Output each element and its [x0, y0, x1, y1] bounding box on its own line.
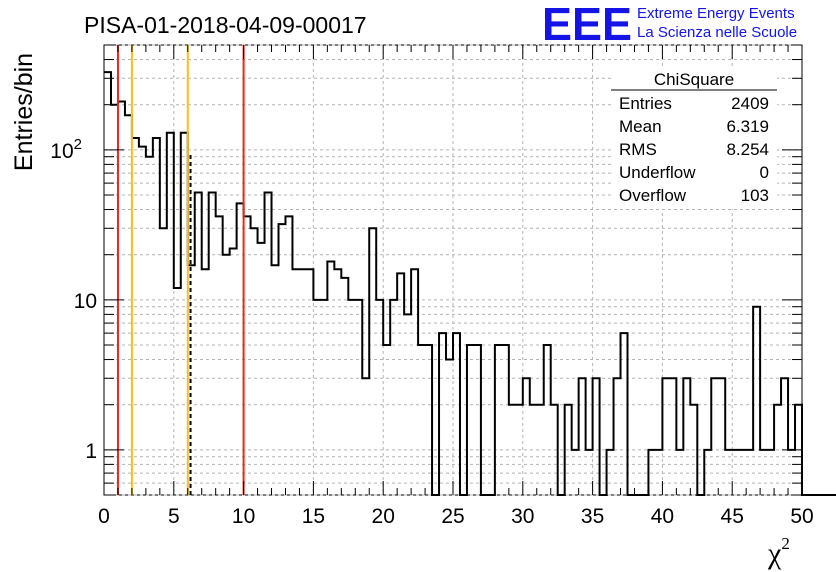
x-tick-label: 50 — [790, 505, 813, 528]
histogram-bin — [202, 269, 209, 495]
x-tick-label: 30 — [511, 505, 534, 528]
histogram-bin — [320, 300, 327, 495]
histogram-bin — [146, 157, 153, 495]
histogram-bin — [125, 115, 132, 495]
histogram-bin — [495, 345, 502, 495]
histogram-bin — [579, 378, 586, 495]
stats-value: 103 — [741, 186, 769, 205]
y-axis-label: Entries/bin — [10, 53, 38, 171]
vertical-markers — [116, 45, 245, 495]
histogram-bin — [453, 333, 460, 495]
x-tick-label: 20 — [372, 505, 395, 528]
x-tick-labels: 0 5 10 15 20 25 30 35 40 45 50 — [98, 505, 814, 528]
histogram-bin — [230, 248, 237, 495]
histogram-bin — [334, 269, 341, 495]
x-axis-label-sup: 2 — [781, 534, 790, 553]
histogram-bin — [593, 378, 600, 495]
histogram-bin — [439, 333, 446, 495]
stats-title: ChiSquare — [654, 70, 734, 89]
histogram-bin — [418, 345, 425, 495]
histogram-bin — [369, 228, 376, 495]
histogram-bin — [669, 378, 676, 495]
histogram-bin — [683, 378, 690, 495]
histogram-bin — [355, 300, 362, 495]
histogram-bin — [299, 269, 306, 495]
stats-label: Entries — [619, 94, 672, 113]
histogram-bin — [467, 345, 474, 495]
stats-value: 8.254 — [726, 140, 769, 159]
histogram-bin — [292, 269, 299, 495]
histogram-bin — [285, 216, 292, 495]
histogram-bin — [153, 138, 160, 495]
histogram-bin — [502, 345, 509, 495]
logo-line2: La Scienza nelle Scuole — [637, 24, 797, 41]
histogram-bin — [781, 378, 788, 495]
histogram-bin — [160, 228, 167, 495]
x-tick-label: 40 — [651, 505, 674, 528]
y-tick-labels: 1 10 102 — [50, 136, 97, 463]
histogram-bin — [474, 345, 481, 495]
histogram-bin — [216, 216, 223, 495]
histogram-bin — [139, 147, 146, 495]
histogram-bars — [104, 71, 836, 496]
histogram-bin — [614, 378, 621, 495]
stats-label: Mean — [619, 117, 662, 136]
histogram-bin — [544, 345, 551, 495]
x-axis-label-main: χ — [767, 537, 782, 570]
y-tick-label: 1 — [85, 440, 97, 463]
y-tick-label: 102 — [50, 136, 82, 163]
histogram-bin — [662, 378, 669, 495]
stats-label: Overflow — [619, 186, 687, 205]
histogram-bin — [446, 360, 453, 495]
histogram-outline — [104, 71, 836, 496]
histogram-bin — [425, 345, 432, 495]
histogram-bin — [718, 378, 725, 495]
stats-label: RMS — [619, 140, 657, 159]
stats-value: 6.319 — [726, 117, 769, 136]
stats-label: Underflow — [619, 163, 696, 182]
histogram-bin — [132, 138, 139, 495]
histogram-bin — [118, 102, 125, 495]
eee-logo: EEE — [542, 0, 632, 50]
histogram-bin — [711, 378, 718, 495]
histogram-bin — [411, 269, 418, 495]
histogram-bin — [621, 333, 628, 495]
logo-line1: Extreme Energy Events — [637, 5, 795, 22]
histogram-bin — [104, 72, 111, 495]
x-tick-label: 5 — [168, 505, 180, 528]
x-tick-label: 25 — [441, 505, 464, 528]
histogram-bin — [348, 300, 355, 495]
x-tick-label: 10 — [232, 505, 255, 528]
stats-value: 2409 — [731, 94, 769, 113]
histogram-bin — [376, 300, 383, 495]
histogram-bin — [523, 378, 530, 495]
x-tick-label: 35 — [581, 505, 604, 528]
histogram-bin — [362, 378, 369, 495]
x-tick-label: 0 — [98, 505, 110, 528]
stats-box: ChiSquare Entries 2409 Mean 6.319 RMS 8.254 Un… — [611, 67, 777, 209]
histogram-bin — [244, 216, 251, 495]
histogram-bin — [390, 300, 397, 495]
run-title: PISA-01-2018-04-09-00017 — [84, 12, 367, 38]
histogram-bin — [167, 133, 174, 495]
histogram-bin — [383, 345, 390, 495]
histogram-bin — [223, 255, 230, 495]
histogram-bin — [181, 133, 188, 495]
y-tick-label: 10 — [74, 290, 97, 313]
histogram-bin — [753, 307, 760, 495]
histogram-bin — [306, 269, 313, 495]
x-axis-label: χ2 — [767, 534, 790, 570]
histogram-bin — [313, 300, 320, 495]
x-tick-label: 45 — [721, 505, 744, 528]
x-tick-label: 15 — [302, 505, 325, 528]
axis-ticks — [103, 44, 803, 496]
stats-value: 0 — [760, 163, 769, 182]
histogram-bin — [341, 278, 348, 495]
histogram-bin — [251, 228, 258, 495]
histogram-bin — [237, 203, 244, 495]
